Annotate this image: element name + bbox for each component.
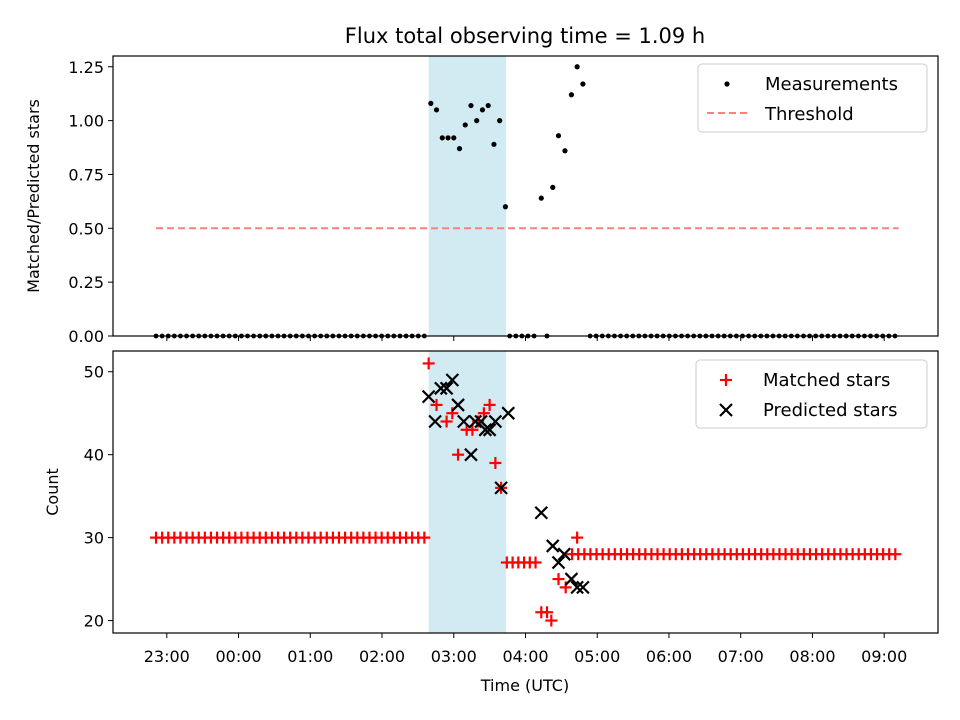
legend-measurements-label: Measurements (765, 74, 898, 95)
x-tick-label: 06:00 (646, 647, 692, 666)
predicted-star-point (501, 406, 516, 420)
measurement-point (456, 146, 463, 152)
legend-measurements-marker (724, 81, 730, 87)
bottom-y-axis-title: Count (43, 468, 62, 516)
top-y-tick-label: 0.75 (68, 165, 104, 184)
measurement-point (555, 133, 562, 139)
predicted-star-point (545, 539, 560, 553)
predicted-star-point (428, 414, 442, 429)
legend-threshold-label: Threshold (764, 104, 854, 125)
matched-star-point (422, 357, 435, 370)
matched-star-point (541, 606, 554, 619)
x-tick-label: 23:00 (144, 647, 190, 666)
measurement-point (491, 141, 497, 147)
x-tick-label: 02:00 (359, 647, 405, 666)
predicted-star-point (421, 389, 436, 404)
measurement-point (550, 184, 556, 190)
bottom-shaded-span (428, 351, 507, 633)
top-y-tick-label: 1.25 (68, 58, 104, 77)
predicted-star-point (564, 572, 579, 586)
predicted-star-point (464, 447, 478, 462)
bottom-y-tick-label: 30 (84, 529, 104, 548)
matched-star-point (418, 531, 431, 544)
measurement-point (568, 92, 575, 98)
x-tick-label: 03:00 (431, 647, 477, 666)
matched-star-point (483, 398, 496, 411)
matched-star-point (552, 573, 565, 586)
predicted-star-point (482, 423, 497, 437)
top-y-tick-label: 0.25 (68, 273, 104, 292)
bottom-y-tick-label: 50 (84, 363, 104, 382)
predicted-star-point (534, 505, 549, 520)
measurement-point (474, 118, 480, 124)
measurement-point (562, 148, 568, 154)
predicted-star-point (468, 414, 483, 429)
measurement-point (428, 100, 434, 106)
matched-star-point (545, 614, 558, 627)
measurement-point (485, 102, 491, 109)
measurement-point (439, 135, 445, 141)
measurement-point (502, 204, 509, 210)
predicted-star-point (445, 373, 460, 387)
x-tick-label: 04:00 (502, 647, 548, 666)
predicted-star-point (457, 414, 471, 429)
measurement-point (462, 122, 468, 128)
measurement-point (468, 102, 474, 109)
predicted-star-point (551, 555, 566, 570)
measurement-point (479, 107, 486, 113)
x-tick-label: 08:00 (789, 647, 835, 666)
top-y-axis-title: Matched/Predicted stars (24, 99, 43, 293)
matched-star-point (529, 556, 542, 569)
measurement-point (497, 118, 503, 124)
measurement-point (445, 135, 451, 141)
top-y-tick-label: 1.00 (68, 112, 104, 131)
top-y-tick-label: 0.50 (68, 219, 104, 238)
top-panel: 0.00 0.25 0.50 0.75 1.00 1.25 Matched/Predict… (24, 55, 939, 346)
predicted-star-point (494, 481, 508, 495)
predicted-star-point (439, 381, 454, 396)
x-tick-label: 00:00 (215, 647, 261, 666)
matched-star-point (452, 448, 465, 461)
predicted-star-point (570, 580, 584, 595)
predicted-star-point (451, 398, 465, 412)
x-axis-title: Time (UTC) (480, 676, 569, 695)
x-tick-label: 05:00 (574, 647, 620, 666)
predicted-star-point (576, 580, 590, 595)
measurement-point (538, 195, 544, 201)
predicted-star-point (557, 547, 572, 561)
measurement-point (433, 107, 440, 113)
matched-star-point (571, 531, 584, 544)
predicted-star-point (488, 414, 503, 429)
measurement-point (580, 81, 586, 87)
matched-star-point (889, 548, 902, 561)
measurement-point (574, 64, 580, 70)
matched-star-point (430, 398, 443, 411)
measurement-point (451, 135, 457, 141)
predicted-star-point (478, 423, 493, 437)
x-tick-label: 01:00 (287, 647, 333, 666)
x-tick-label: 07:00 (718, 647, 764, 666)
matched-star-point (440, 415, 453, 428)
legend-predicted-marker (719, 403, 733, 417)
legend-matched-marker (720, 374, 732, 386)
chart-title: Flux total observing time = 1.09 h (345, 24, 705, 48)
top-y-tick-label: 0.00 (68, 327, 104, 346)
bottom-legend: Matched stars Predicted stars (695, 359, 928, 429)
predicted-star-point (434, 381, 448, 396)
x-tick-label: 09:00 (861, 647, 907, 666)
bottom-panel: 20 30 40 50 23:00 00:00 01:00 02:00 03:00 04:00 05… (43, 350, 939, 666)
legend-predicted-label: Predicted stars (763, 400, 897, 421)
matched-star-point (559, 581, 572, 594)
bottom-y-tick-label: 20 (84, 612, 104, 631)
top-shaded-span (428, 56, 507, 336)
legend-matched-label: Matched stars (763, 370, 890, 391)
matched-star-point (489, 456, 502, 469)
bottom-y-tick-label: 40 (84, 446, 104, 465)
top-legend: Measurements Threshold (697, 63, 928, 133)
